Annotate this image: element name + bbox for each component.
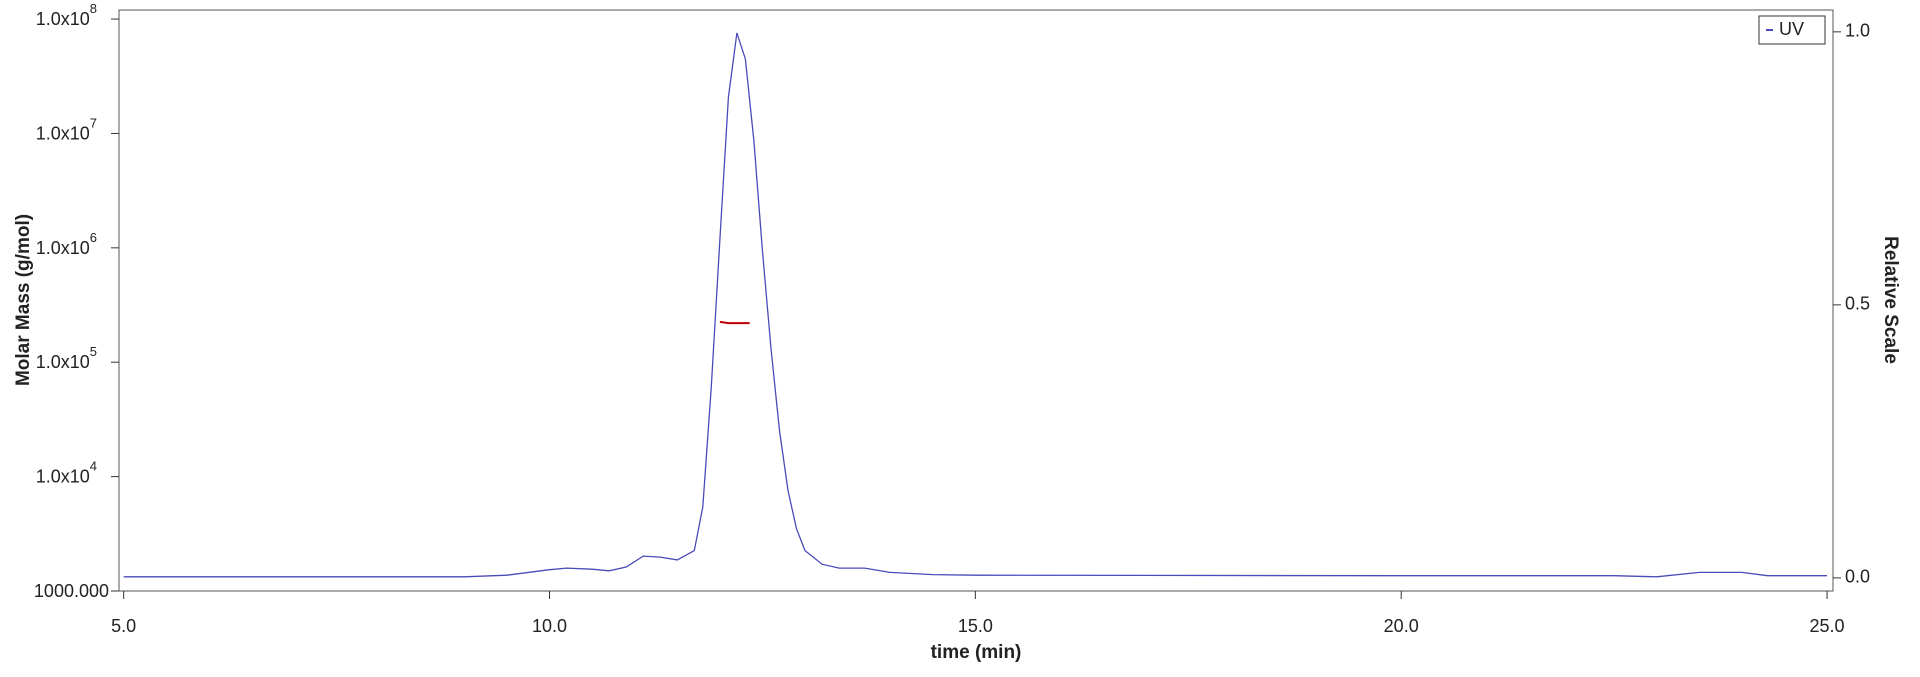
x-tick-label: 10.0 [532,616,567,636]
x-tick-label: 5.0 [111,616,136,636]
y-tick-label-exponent: 8 [90,1,97,16]
y-tick-label-exponent: 6 [90,230,97,245]
y-tick-label-base: 1.0x10 [36,467,90,487]
y-tick-label-base: 1.0x10 [36,352,90,372]
y-tick-label-exponent: 7 [90,115,97,130]
y-tick-label-base: 1.0x10 [36,238,90,258]
y-tick-label-exponent: 4 [90,459,97,474]
y-tick-label: 1000.000 [34,581,109,601]
x-axis-title: time (min) [931,642,1022,663]
x-tick-label: 15.0 [958,616,993,636]
y-axis-title: Molar Mass (g/mol) [13,214,34,386]
x-tick-label: 25.0 [1810,616,1845,636]
y-tick-label: 1.0x106 [36,230,97,258]
y2-tick-label: 1.0 [1845,21,1870,41]
y-tick-label: 1.0x108 [36,1,97,29]
series-line [719,320,750,325]
y-tick-label: 1.0x104 [36,459,97,487]
y-tick-label-base: 1.0x10 [36,123,90,143]
y-tick-label-base: 1.0x10 [36,9,90,29]
y2-axis-title: Relative Scale [1880,236,1901,364]
legend-label: UV [1779,19,1804,39]
y2-tick-label: 0.5 [1845,294,1870,314]
y-tick-label-exponent: 5 [90,344,97,359]
y-tick-label: 1.0x107 [36,115,97,143]
y-tick-label-base: 1000.000 [34,581,109,601]
y2-tick-label: 0.0 [1845,567,1870,587]
plot-frame [118,9,1834,592]
y-tick-label: 1.0x105 [36,344,97,372]
series-line [123,32,1827,578]
x-tick-label: 20.0 [1384,616,1419,636]
